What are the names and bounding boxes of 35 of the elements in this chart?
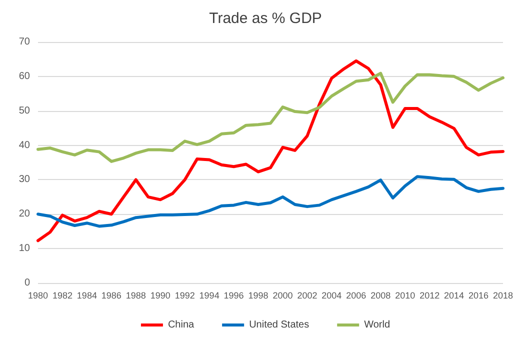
x-tick-label: 2018 [492, 290, 514, 300]
legend-label: United States [249, 320, 310, 330]
x-tick-label: 2000 [272, 290, 293, 300]
x-tick-label: 2008 [370, 290, 391, 300]
y-tick-label: 30 [18, 174, 30, 186]
y-tick-label: 60 [18, 70, 30, 82]
y-tick-label: 20 [18, 208, 30, 220]
x-tick-label: 2014 [444, 290, 464, 300]
x-tick-label: 1984 [76, 290, 97, 300]
x-tick-label: 2006 [346, 290, 366, 300]
legend-label: China [168, 320, 195, 330]
y-tick-label: 10 [18, 243, 30, 254]
x-tick-label: 1982 [52, 290, 72, 300]
x-tick-label: 2002 [297, 290, 318, 300]
x-tick-label: 1986 [101, 290, 122, 300]
x-tick-label: 1988 [126, 290, 146, 300]
x-tick-label: 1992 [174, 290, 195, 300]
x-tick-label: 1994 [199, 290, 220, 300]
legend-label: World [364, 320, 390, 330]
line-series [36, 59, 504, 242]
x-tick-label: 2012 [420, 290, 440, 300]
x-tick-label: 1990 [150, 290, 170, 300]
x-tick-label: 1998 [248, 290, 268, 300]
x-tick-label: 2010 [395, 290, 416, 300]
chart-title: Trade as % GDP [209, 10, 322, 27]
x-tick-label: 1980 [28, 290, 48, 300]
x-tick-label: 1996 [224, 290, 244, 300]
y-tick-label: 40 [18, 140, 30, 151]
y-tick-label: 0 [24, 278, 30, 288]
x-tick-label: 2004 [322, 290, 342, 300]
x-tick-label: 2016 [468, 290, 489, 300]
y-tick-label: 70 [18, 36, 30, 48]
y-tick-label: 50 [18, 105, 30, 116]
line-series [36, 72, 504, 163]
line-series [36, 175, 504, 228]
